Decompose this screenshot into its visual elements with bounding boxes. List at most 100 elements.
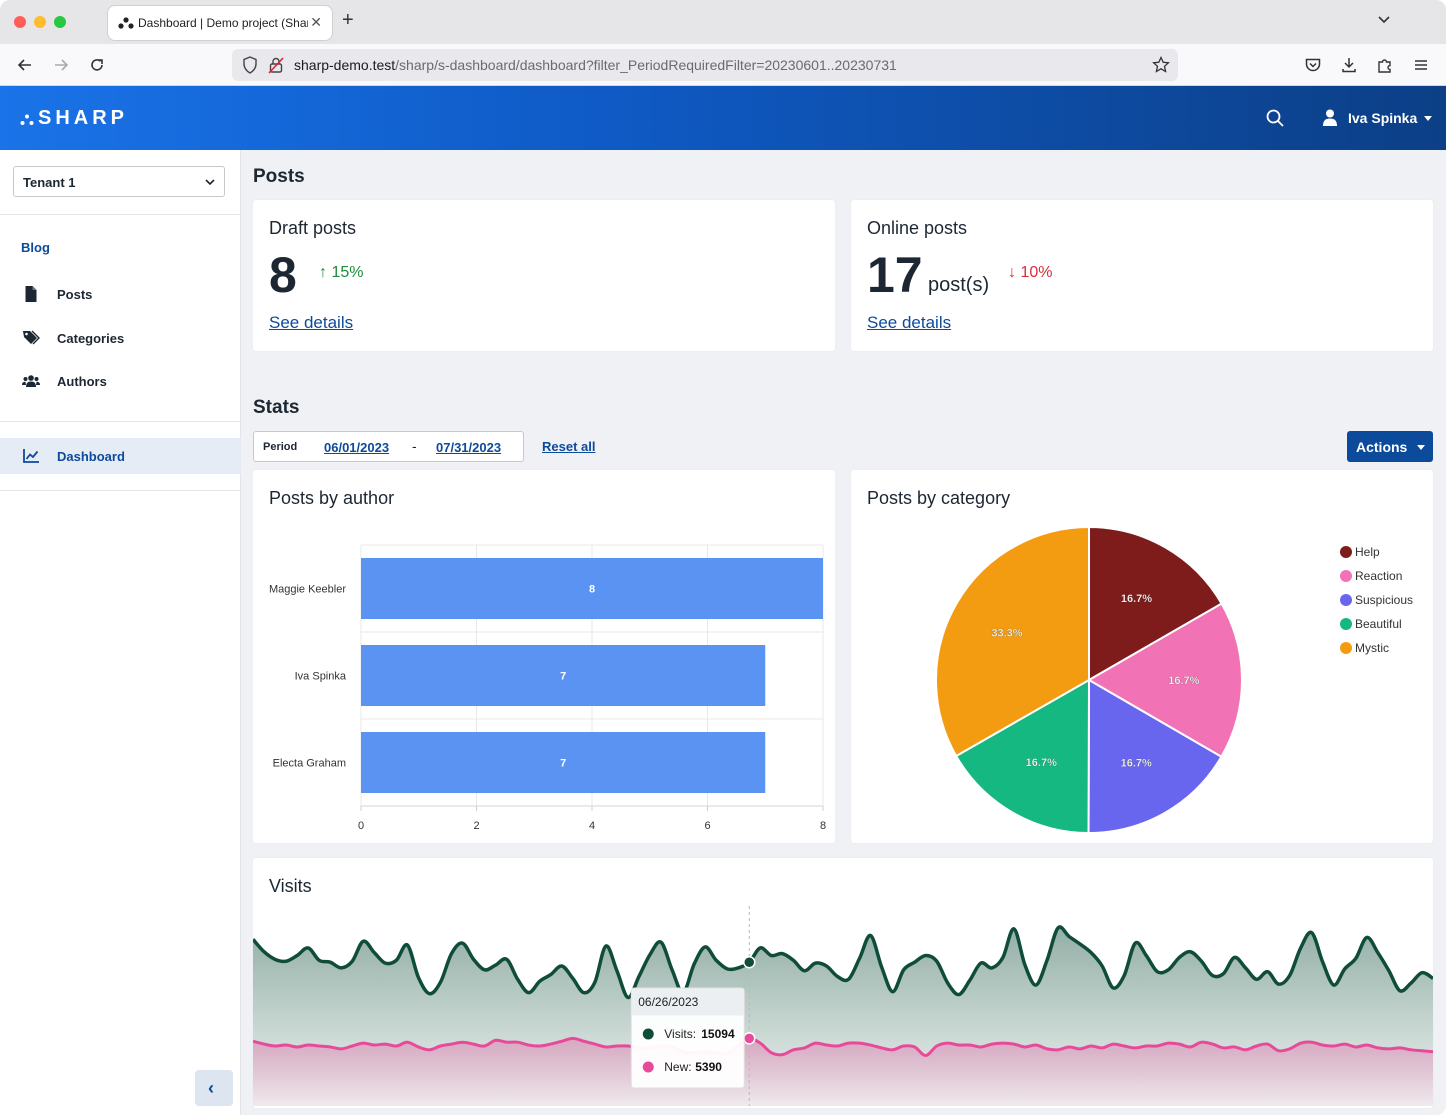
sidebar-item-posts[interactable]: Posts [0, 276, 241, 312]
legend-swatch [1340, 594, 1352, 606]
file-icon [25, 286, 37, 302]
legend-swatch [1340, 642, 1352, 654]
tab-title: Dashboard | Demo project (Sharp [138, 16, 308, 30]
tooltip-series-value: 5390 [695, 1060, 722, 1074]
forward-arrow-icon[interactable] [52, 56, 70, 74]
actions-button[interactable]: Actions [1347, 431, 1433, 462]
sidebar-item-label: Dashboard [57, 449, 125, 464]
star-icon[interactable] [1152, 56, 1170, 74]
extensions-icon[interactable] [1376, 56, 1394, 74]
sidebar: Tenant 1 Blog Posts Categories [0, 150, 241, 1115]
tooltip-series-name: Visits: [664, 1027, 696, 1041]
user-menu-button[interactable]: Iva Spinka [1348, 110, 1418, 126]
arrow-up-icon: ↑ [319, 264, 327, 281]
slice-label: 16.7% [1168, 675, 1199, 687]
period-end-input[interactable]: 07/31/2023 [436, 440, 502, 455]
chevron-left-icon: ‹ [208, 1078, 214, 1098]
online-posts-card: Online posts 17 post(s) ↓ 10% See detail… [851, 200, 1433, 351]
see-details-link[interactable]: See details [269, 313, 354, 332]
tab-close-icon[interactable]: ✕ [310, 14, 322, 30]
sharp-favicon-icon [118, 17, 134, 29]
hover-point [743, 1032, 756, 1045]
sidebar-divider [0, 214, 241, 215]
url-path: /sharp/s-dashboard/dashboard?filter_Peri… [395, 57, 897, 73]
tenant-select[interactable]: Tenant 1 [13, 166, 225, 197]
figure-value: 8 [269, 247, 297, 303]
section-title-stats: Stats [253, 397, 300, 418]
sidebar-item-dashboard[interactable]: Dashboard [0, 438, 241, 474]
chevron-down-icon[interactable] [1376, 12, 1392, 28]
sidebar-item-categories[interactable]: Categories [0, 320, 241, 356]
search-icon[interactable] [1265, 108, 1285, 128]
x-tick-label: 2 [473, 820, 479, 832]
tooltip-date: 06/26/2023 [638, 995, 698, 1009]
caret-down-icon [1417, 445, 1425, 450]
user-icon[interactable] [1322, 109, 1338, 126]
reset-all-link[interactable]: Reset all [542, 439, 596, 454]
x-tick-label: 0 [358, 820, 364, 832]
hover-point [743, 955, 756, 969]
pie-slice [954, 678, 1091, 835]
sidebar-item-authors[interactable]: Authors [0, 363, 241, 399]
card-title: Online posts [867, 218, 968, 238]
new-tab-icon[interactable]: + [342, 9, 354, 31]
sidebar-item-label: Posts [57, 287, 93, 302]
tooltip-swatch [642, 1028, 654, 1040]
period-separator: - [412, 438, 417, 454]
shield-icon[interactable] [242, 56, 258, 74]
app-header: SHARP Iva Spinka [0, 86, 1446, 150]
bar [361, 732, 766, 793]
actions-button-label: Actions [1356, 439, 1408, 455]
sidebar-divider [0, 421, 241, 422]
collapse-sidebar-button[interactable]: ‹ [195, 1070, 233, 1106]
bar-value-label: 8 [589, 584, 595, 596]
browser-tab[interactable]: Dashboard | Demo project (Sharp ✕ [108, 6, 332, 40]
draft-posts-card: Draft posts 8 ↑ 15% See details [253, 200, 835, 351]
bar [361, 558, 823, 619]
series-line-new [253, 1036, 1433, 1058]
back-arrow-icon[interactable] [16, 56, 34, 74]
legend-label: Reaction [1355, 569, 1402, 583]
bar-value-label: 7 [560, 758, 566, 770]
sidebar-section-blog: Blog [21, 240, 50, 255]
legend-label: Suspicious [1355, 593, 1413, 607]
pie-slice [1087, 602, 1243, 759]
x-tick-label: 8 [820, 820, 826, 832]
pie-slice [1088, 525, 1223, 682]
tags-icon [23, 330, 40, 345]
posts-by-category-card: Posts by category 16.7% 16.7% 16.7% 16.7% 33… [851, 470, 1433, 843]
evolution-up: ↑ 15% [319, 264, 363, 282]
pocket-icon[interactable] [1304, 56, 1322, 74]
y-tick-label: Iva Spinka [295, 671, 347, 683]
period-filter[interactable]: Period 06/01/2023 - 07/31/2023 [253, 431, 524, 462]
figure-unit: post(s) [928, 274, 990, 296]
menu-icon[interactable] [1412, 56, 1430, 74]
sidebar-divider [0, 490, 241, 491]
app-logo[interactable]: SHARP [38, 107, 129, 129]
minimize-window-button[interactable] [34, 16, 46, 28]
close-window-button[interactable] [14, 16, 26, 28]
legend-label: Beautiful [1355, 617, 1402, 631]
pie-slice [1087, 678, 1223, 834]
insecure-lock-icon[interactable] [268, 56, 284, 74]
period-start-input[interactable]: 06/01/2023 [324, 440, 390, 455]
see-details-link[interactable]: See details [867, 313, 952, 332]
reload-icon[interactable] [88, 56, 106, 74]
sharp-logo-icon[interactable] [20, 114, 34, 126]
url-bar[interactable]: sharp-demo.test/sharp/s-dashboard/dashbo… [232, 49, 1178, 81]
slice-label: 16.7% [1121, 593, 1152, 605]
card-title: Draft posts [269, 218, 357, 238]
users-icon [22, 375, 40, 387]
download-icon[interactable] [1340, 56, 1358, 74]
pie-slice [935, 525, 1090, 758]
area-chart: 06/26/2023 Visits: 15094 New: 5390 [253, 906, 1433, 1106]
legend-swatch [1340, 546, 1352, 558]
tooltip-header [631, 988, 744, 1016]
caret-down-icon[interactable] [1424, 116, 1432, 121]
sidebar-item-label: Authors [57, 374, 107, 389]
maximize-window-button[interactable] [54, 16, 66, 28]
sidebar-item-label: Categories [57, 331, 125, 346]
url-text[interactable]: sharp-demo.test/sharp/s-dashboard/dashbo… [294, 57, 897, 73]
tooltip-series-value: 15094 [701, 1027, 735, 1041]
